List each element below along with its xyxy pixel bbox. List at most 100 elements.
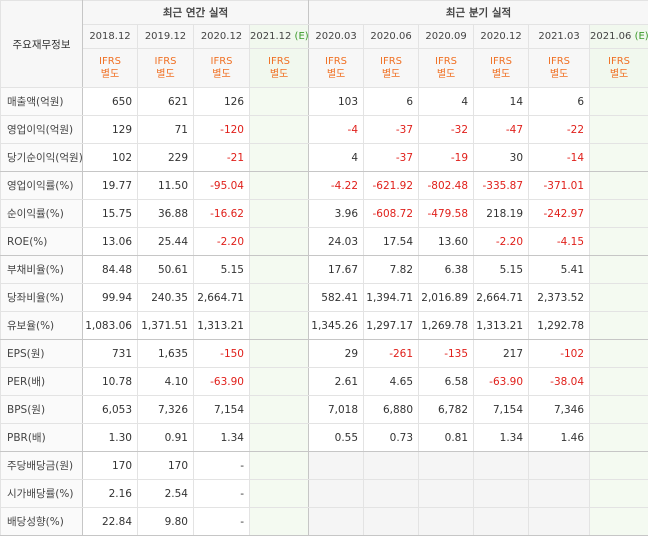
value-cell: 71 xyxy=(137,115,194,144)
basis-text: IFRS xyxy=(490,56,513,67)
value-cell: 1,083.06 xyxy=(82,311,138,340)
empty-cell xyxy=(589,395,648,424)
period-date: 2021.12 xyxy=(250,31,292,42)
value-cell: 6,880 xyxy=(363,395,420,424)
value-cell: -479.58 xyxy=(418,199,475,228)
value-cell: 17.54 xyxy=(363,227,420,256)
value-cell: -37 xyxy=(363,143,420,172)
estimate-mark: (E) xyxy=(634,31,648,42)
empty-cell xyxy=(589,115,648,144)
empty-cell xyxy=(473,507,530,536)
basis: IFRS 별도 xyxy=(418,48,475,88)
basis: IFRS 별도 xyxy=(82,48,138,88)
basis: IFRS 별도 xyxy=(473,48,530,88)
empty-cell xyxy=(248,171,310,200)
value-cell: -22 xyxy=(528,115,591,144)
empty-cell xyxy=(589,423,648,452)
period: 2018.12 xyxy=(82,24,138,49)
empty-cell xyxy=(248,199,310,228)
value-cell: 29 xyxy=(308,339,365,368)
empty-cell xyxy=(589,339,648,368)
value-cell: -2.20 xyxy=(193,227,250,256)
basis-text: 별도 xyxy=(269,69,289,80)
basis-text: 별도 xyxy=(156,69,175,80)
value-cell: 7,326 xyxy=(137,395,194,424)
value-cell: 1,635 xyxy=(137,339,194,368)
value-cell: 1,297.17 xyxy=(363,311,420,340)
value-cell: -63.90 xyxy=(473,367,530,396)
period-date: 2020.06 xyxy=(370,31,412,42)
value-cell: 50.61 xyxy=(137,255,194,284)
value-cell: -242.97 xyxy=(528,199,591,228)
value-cell: 129 xyxy=(82,115,138,144)
empty-cell xyxy=(363,507,420,536)
basis-text: IFRS xyxy=(210,56,233,67)
value-cell: 17.67 xyxy=(308,255,365,284)
value-cell: -102 xyxy=(528,339,591,368)
value-cell: 30 xyxy=(473,143,530,172)
value-cell: 6 xyxy=(528,87,591,116)
value-cell: 4 xyxy=(308,143,365,172)
empty-cell xyxy=(248,115,310,144)
value-cell: 22.84 xyxy=(82,507,138,536)
data-row: 당기순이익(억원) 102 229 -21 4 -37 -19 30 -14 xyxy=(0,143,648,172)
value-cell: 0.91 xyxy=(137,423,194,452)
empty-cell xyxy=(589,283,648,312)
row-label: PBR(배) xyxy=(0,423,83,452)
row-label: 유보율(%) xyxy=(0,311,83,340)
row-label: 시가배당률(%) xyxy=(0,479,83,508)
empty-cell xyxy=(248,283,310,312)
value-cell: 1.34 xyxy=(193,423,250,452)
value-cell: 24.03 xyxy=(308,227,365,256)
value-cell: 4.10 xyxy=(137,367,194,396)
value-cell: -621.92 xyxy=(363,171,420,200)
value-cell: 1,371.51 xyxy=(137,311,194,340)
data-row: 부채비율(%) 84.48 50.61 5.15 17.67 7.82 6.38 5.15 5.… xyxy=(0,255,648,284)
data-row: 매출액(억원) 650 621 126 103 6 4 14 6 xyxy=(0,87,648,116)
empty-cell xyxy=(528,451,591,480)
empty-cell xyxy=(589,311,648,340)
empty-cell xyxy=(418,507,475,536)
basis-text: 별도 xyxy=(100,69,120,80)
empty-cell xyxy=(589,227,648,256)
basis-text: IFRS xyxy=(154,56,177,67)
value-cell: 2,373.52 xyxy=(528,283,591,312)
data-row: PER(배) 10.78 4.10 -63.90 2.61 4.65 6.58 -63.90-… xyxy=(0,367,648,396)
value-cell: 1.30 xyxy=(82,423,138,452)
value-cell: -21 xyxy=(193,143,250,172)
value-cell: -14 xyxy=(528,143,591,172)
value-cell: 170 xyxy=(137,451,194,480)
value-cell: -37 xyxy=(363,115,420,144)
value-cell: 25.44 xyxy=(137,227,194,256)
data-row: 시가배당률(%) 2.16 2.54- xyxy=(0,479,648,508)
value-cell: 6.58 xyxy=(418,367,475,396)
value-cell: 731 xyxy=(82,339,138,368)
value-cell: 1,313.21 xyxy=(193,311,250,340)
value-cell: 218.19 xyxy=(473,199,530,228)
value-cell: 2,664.71 xyxy=(473,283,530,312)
value-cell: 1,269.78 xyxy=(418,311,475,340)
data-row: PBR(배) 1.30 0.91 1.34 0.55 0.73 0.81 1.34 1.46 xyxy=(0,423,648,452)
empty-cell xyxy=(528,479,591,508)
value-cell: -608.72 xyxy=(363,199,420,228)
value-cell: 84.48 xyxy=(82,255,138,284)
value-cell: -335.87 xyxy=(473,171,530,200)
row-header: 주요재무정보 xyxy=(0,0,83,88)
value-cell: 5.15 xyxy=(193,255,250,284)
value-cell: -4 xyxy=(308,115,365,144)
value-cell: 229 xyxy=(137,143,194,172)
header-row: 주요재무정보 최근 연간 실적 최근 분기 실적 xyxy=(0,0,648,88)
empty-cell xyxy=(473,479,530,508)
basis-text: 별도 xyxy=(549,69,569,80)
value-cell: 2.54 xyxy=(137,479,194,508)
row-label: 배당성향(%) xyxy=(0,507,83,536)
basis-text: IFRS xyxy=(608,56,631,67)
value-cell: -19 xyxy=(418,143,475,172)
basis-text: IFRS xyxy=(380,56,403,67)
row-label: ROE(%) xyxy=(0,227,83,256)
value-cell: 7,018 xyxy=(308,395,365,424)
row-label: 영업이익률(%) xyxy=(0,171,83,200)
value-cell: 3.96 xyxy=(308,199,365,228)
value-cell: 11.50 xyxy=(137,171,194,200)
